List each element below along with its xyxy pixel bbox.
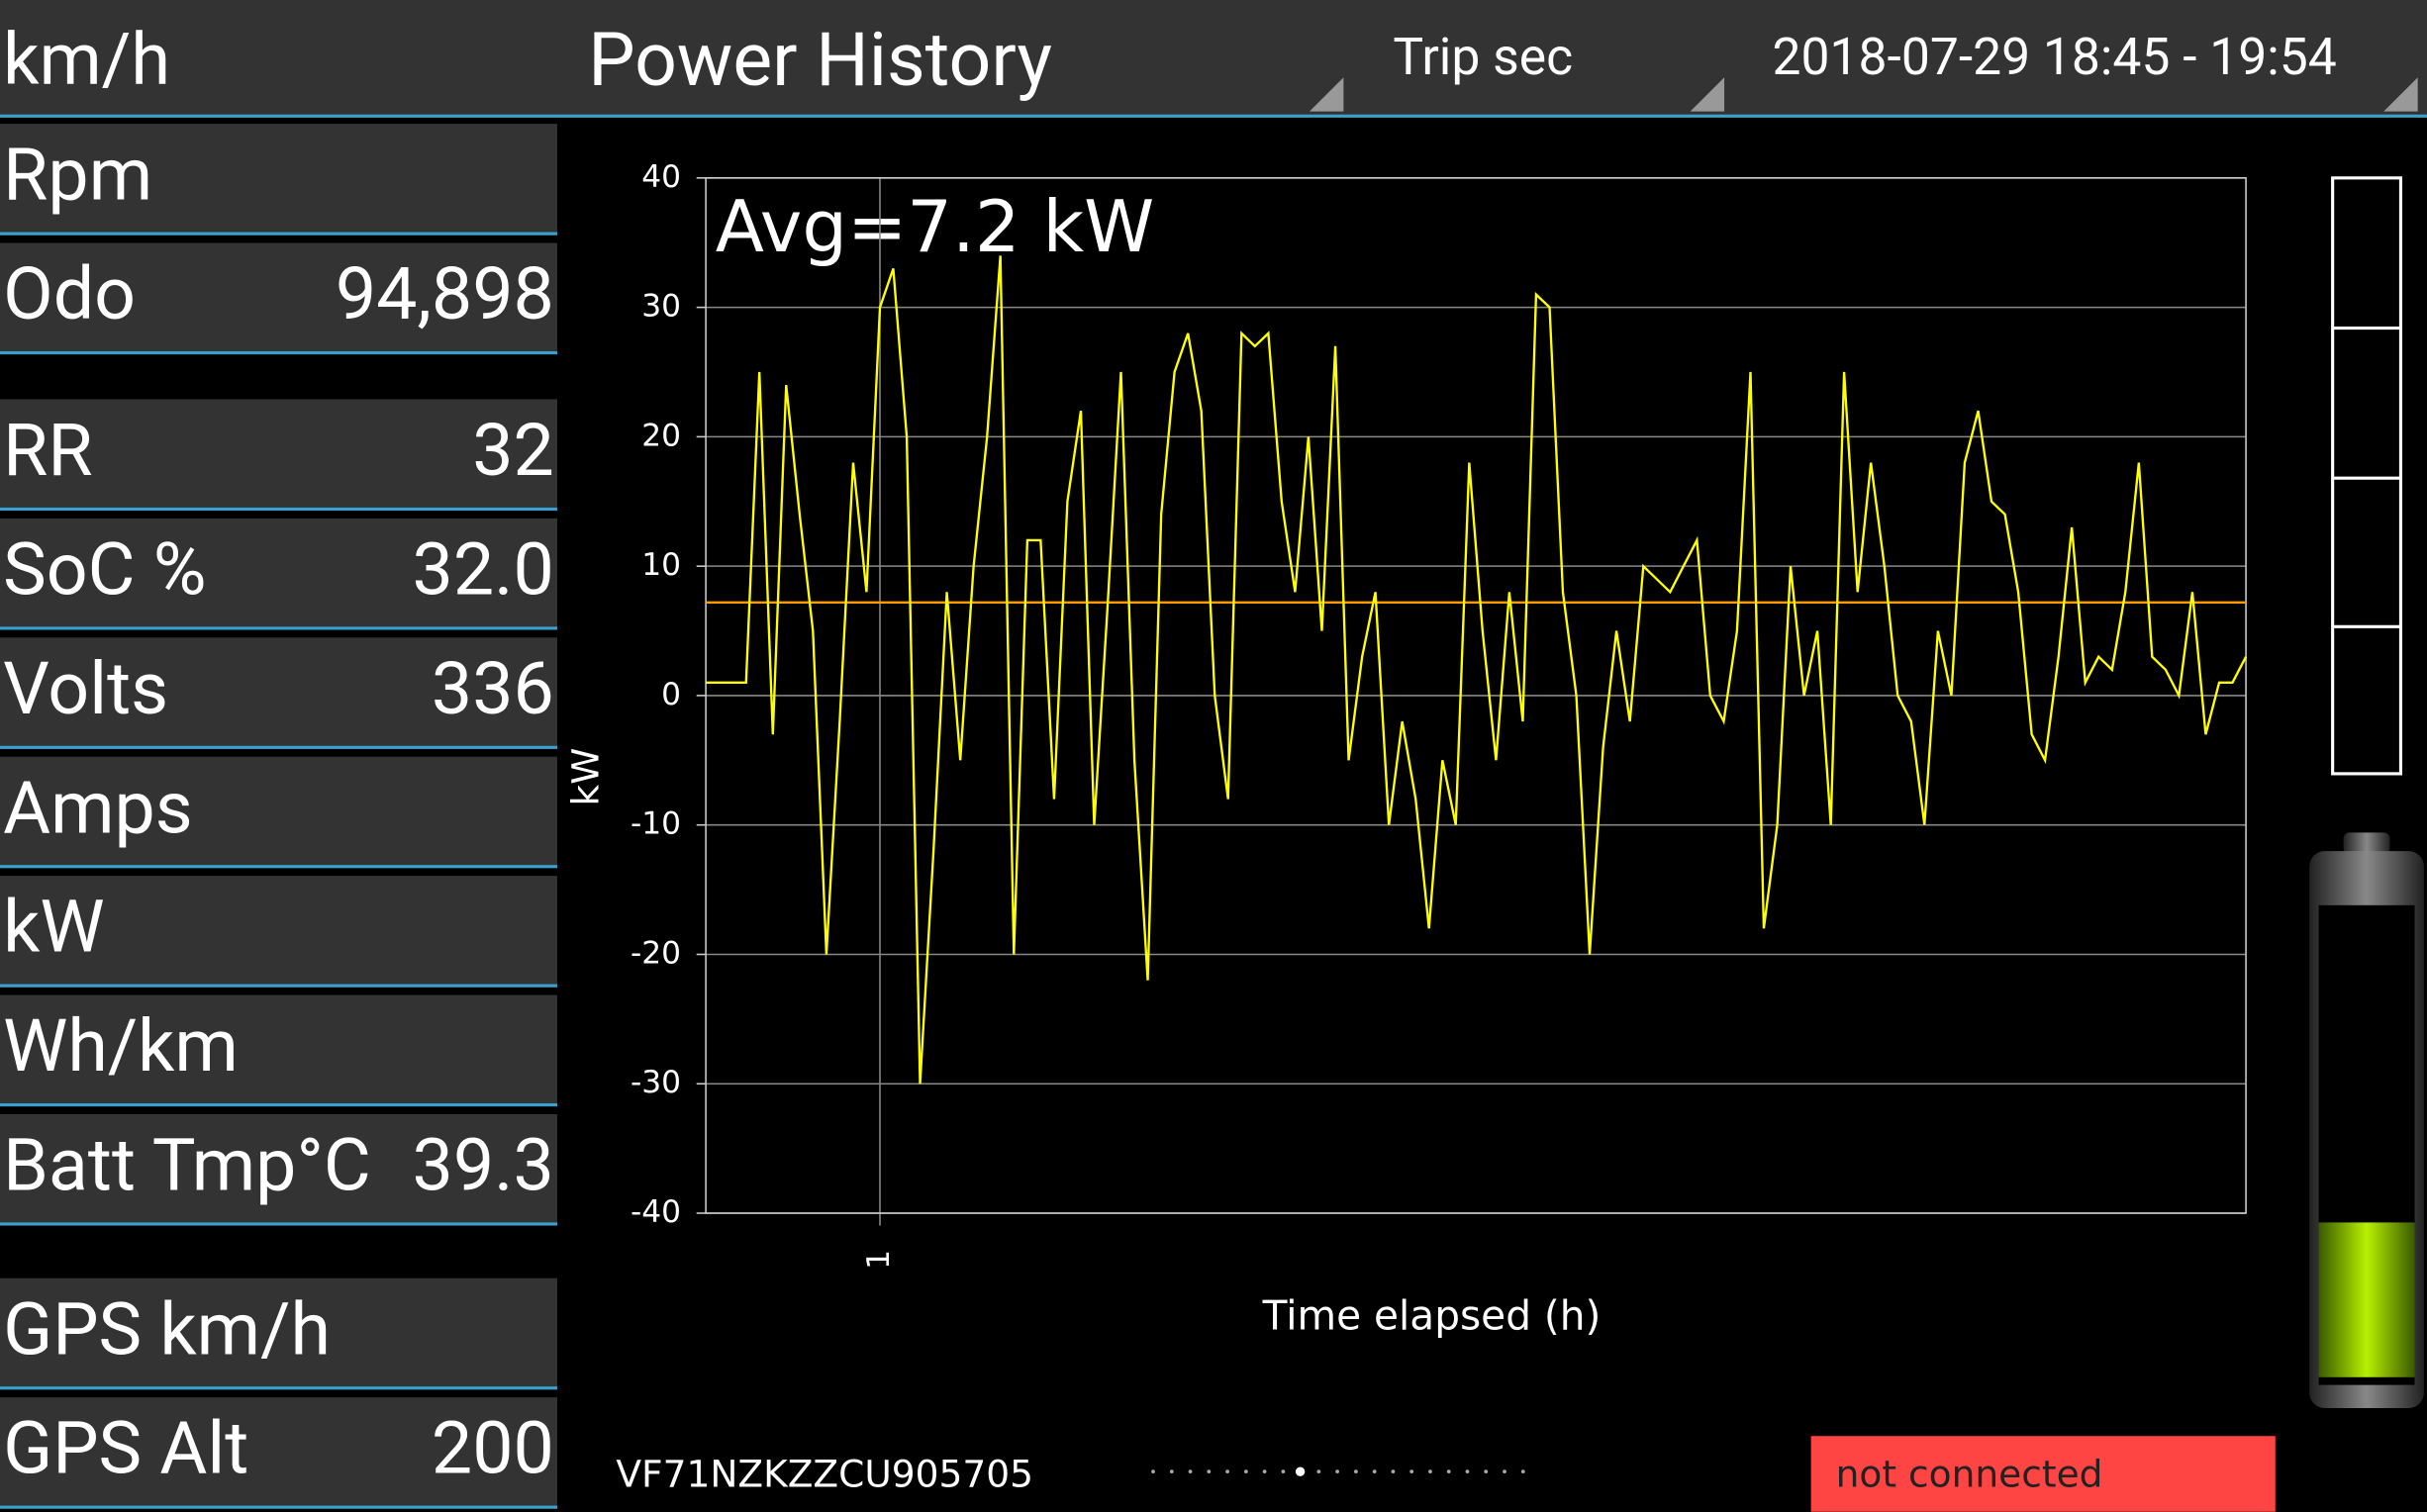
gauge-row[interactable]: Amps [0,756,557,869]
gauge-value: 32.0 [412,527,554,614]
gauge-value: 200 [431,1406,554,1492]
gauge-row[interactable]: RR 32 [0,399,557,512]
status-box [1810,1436,2276,1512]
x-tick-label: 1 [861,1250,897,1270]
gauge-label: RR [3,408,93,494]
plot-frame [705,177,2247,1214]
gauge-row[interactable]: GPS Alt 200 [0,1397,557,1509]
gauge-row[interactable]: GPS km/h [0,1277,557,1390]
gauge-label: Amps [3,766,193,852]
top-bar [0,0,2427,118]
spinner-arrows [1309,77,2418,112]
y-axis-title: kW [564,748,608,806]
average-annotation: Avg=7.2 kW [716,185,1154,268]
gauge-row[interactable]: kW [0,876,557,988]
y-tick-label: -20 [631,935,681,971]
gauge-row[interactable]: SoC % 32.0 [0,518,557,630]
screen-title: Power History [588,15,1052,104]
gauge-label: GPS Alt [3,1406,249,1492]
y-tick-label: 20 [641,418,681,453]
battery-icon [2309,832,2424,1409]
gauge-label: GPS km/h [3,1287,331,1373]
y-tick-label: -40 [631,1194,681,1230]
page-dots [1151,1466,1525,1476]
gauge-label: kW [3,885,105,971]
y-tick-label: 30 [641,289,681,325]
connection-status: not connected [1836,1452,2103,1495]
y-tick-label: 0 [661,677,681,712]
mode-selector[interactable]: Trip sec [1393,28,1574,89]
gauge-value: 94,898 [335,251,554,337]
x-axis-title: Time elapsed (h) [1262,1291,1602,1339]
gauge-value: 39.3 [412,1123,554,1209]
gauge-row[interactable]: Wh/km [0,994,557,1107]
gauge-row[interactable]: Odo 94,898 [0,242,557,355]
gauge-row[interactable]: Rpm [0,124,557,236]
gauge-label: Volts [3,646,169,732]
gauge-label: Wh/km [3,1003,239,1089]
vin: VF71NZKZZCU905705 [616,1452,1033,1495]
gauge-row[interactable]: Batt Tmp°C 39.3 [0,1113,557,1226]
gauge-value: 336 [431,646,554,732]
y-tick-label: 40 [641,159,681,195]
gauge-label: Rpm [3,133,153,219]
y-tick-label: 10 [641,547,681,583]
date-selector[interactable]: 2018-07-29 18:45 - 19:54 [1772,28,2337,89]
speed-label: km/h [3,18,170,103]
gauge-row[interactable]: Volts 336 [0,637,557,749]
y-tick-label: -10 [631,806,681,842]
gauge-value: 32 [472,408,554,494]
gauge-label: Batt Tmp°C [3,1123,371,1209]
power-line [706,255,2248,1085]
bar-gauge [2331,176,2403,776]
gauge-label: Odo [3,251,137,337]
gauge-label: SoC % [3,527,207,614]
y-tick-label: -30 [631,1065,681,1100]
